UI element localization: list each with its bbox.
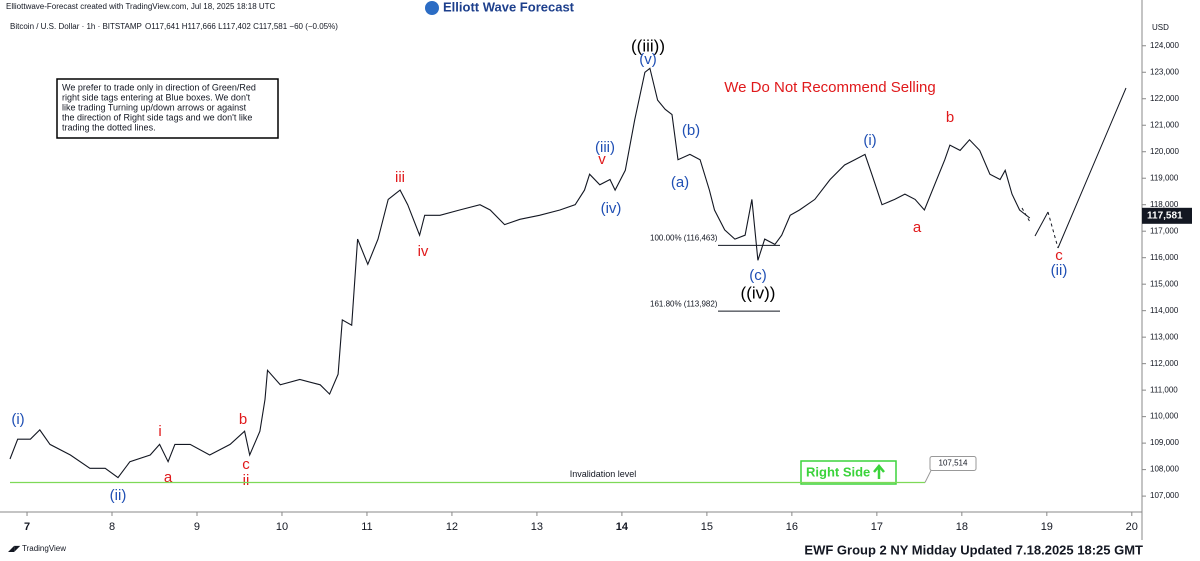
credit: Elliottwave-Forecast created with Tradin… xyxy=(6,2,276,11)
x-tick-label: 16 xyxy=(786,521,798,533)
y-tick-label: 114,000 xyxy=(1150,306,1179,315)
wave-label: (ii) xyxy=(1051,262,1068,279)
y-tick-label: 108,000 xyxy=(1150,465,1179,474)
y-tick-label: 116,000 xyxy=(1150,253,1179,262)
wave-label: ((iii)) xyxy=(631,36,665,55)
note-line: We prefer to trade only in direction of … xyxy=(62,82,256,92)
invalidation-tag xyxy=(929,455,977,471)
wave-label: ((iv)) xyxy=(741,283,776,302)
wave-label: (c) xyxy=(749,267,767,284)
x-tick-label: 12 xyxy=(446,521,458,533)
fib-label: 161.80% (113,982) xyxy=(650,299,718,308)
x-tick-label: 18 xyxy=(956,521,968,533)
currency: USD xyxy=(1152,23,1169,32)
y-tick-label: 118,000 xyxy=(1150,200,1179,209)
x-tick-label: 7 xyxy=(24,521,30,533)
x-tick-label: 19 xyxy=(1041,521,1053,533)
price-line xyxy=(9,67,1031,479)
wave-label: (iii) xyxy=(595,139,615,156)
note: We prefer to trade only in direction of … xyxy=(62,82,256,132)
y-tick-label: 119,000 xyxy=(1150,173,1179,182)
y-tick-label: 120,000 xyxy=(1150,147,1179,156)
note-line: trading the dotted lines. xyxy=(62,122,156,132)
y-tick-label: 110,000 xyxy=(1150,412,1179,421)
x-tick-label: 20 xyxy=(1126,521,1138,533)
wave-label: (a) xyxy=(671,174,689,191)
note-line: like trading Turning up/down arrows or a… xyxy=(62,102,247,112)
invalidation-label: 107,514 xyxy=(939,459,968,468)
x-tick-label: 14 xyxy=(616,521,629,533)
x-tick-label: 15 xyxy=(701,521,713,533)
wave-label: (iv) xyxy=(601,200,622,217)
wave-label: a xyxy=(913,219,922,236)
fib-label: 100.00% (116,463) xyxy=(650,234,718,243)
x-tick-label: 8 xyxy=(109,521,115,533)
note-box xyxy=(56,78,279,139)
wave-label: b xyxy=(239,411,247,428)
brand: Elliott Wave Forecast xyxy=(443,0,575,14)
invalidation-connector xyxy=(924,468,933,483)
y-tick-label: 122,000 xyxy=(1150,94,1179,103)
last-price-tag xyxy=(1142,207,1192,224)
wave-label: c xyxy=(1055,247,1063,264)
y-tick-label: 121,000 xyxy=(1150,120,1179,129)
wave-label: (i) xyxy=(863,132,876,149)
y-tick-label: 117,000 xyxy=(1150,226,1179,235)
wave-label: (i) xyxy=(11,411,24,428)
quote: O117,641 H117,666 L117,402 C117,581 −60 … xyxy=(145,22,338,31)
wave-label: (b) xyxy=(682,122,700,139)
projection-line xyxy=(1034,87,1127,249)
wave-label: (ii) xyxy=(110,487,127,504)
wave-label: c xyxy=(242,456,250,473)
headline: We Do Not Recommend Selling xyxy=(724,79,935,96)
note-line: the direction of Right side tags and we … xyxy=(62,112,252,122)
y-tick-label: 113,000 xyxy=(1150,332,1179,341)
platform: TradingView xyxy=(22,544,66,553)
wave-label: ii xyxy=(243,472,250,489)
wave-label: b xyxy=(946,109,954,126)
y-tick-label: 123,000 xyxy=(1150,67,1179,76)
y-tick-label: 111,000 xyxy=(1150,385,1178,394)
note-line: right side tags entering at Blue boxes. … xyxy=(62,92,251,102)
tv-logo: ◢◤ xyxy=(8,544,21,553)
last-price-label: 117,581 xyxy=(1147,210,1183,221)
y-tick-label: 124,000 xyxy=(1150,41,1179,50)
wave-label: a xyxy=(164,469,173,486)
brand-logo xyxy=(425,1,439,15)
y-tick-label: 115,000 xyxy=(1150,279,1179,288)
x-tick-label: 17 xyxy=(871,521,883,533)
right-side-box xyxy=(800,460,897,485)
invalidation-text: Invalidation level xyxy=(570,469,637,479)
wave-label: iv xyxy=(418,243,429,260)
wave-label: (v) xyxy=(639,51,657,68)
x-tick-label: 10 xyxy=(276,521,288,533)
y-tick-label: 112,000 xyxy=(1150,359,1179,368)
x-tick-label: 11 xyxy=(361,521,372,533)
wave-label: iii xyxy=(395,169,405,186)
right-side: Right Side xyxy=(806,464,870,479)
wave-label: v xyxy=(598,151,606,168)
wave-label: i xyxy=(158,423,161,440)
y-tick-label: 109,000 xyxy=(1150,438,1179,447)
x-tick-label: 9 xyxy=(194,521,200,533)
chart-title: Bitcoin / U.S. Dollar · 1h · BITSTAMP xyxy=(10,22,142,31)
wave-labels: (i)(ii)iabciiiiiivv(iii)(iv)((iii))(v)(b… xyxy=(11,36,1067,503)
footer: EWF Group 2 NY Midday Updated 7.18.2025 … xyxy=(804,542,1143,557)
y-tick-label: 107,000 xyxy=(1150,491,1179,500)
right-side-arrow xyxy=(873,464,885,479)
x-tick-label: 13 xyxy=(531,521,543,533)
